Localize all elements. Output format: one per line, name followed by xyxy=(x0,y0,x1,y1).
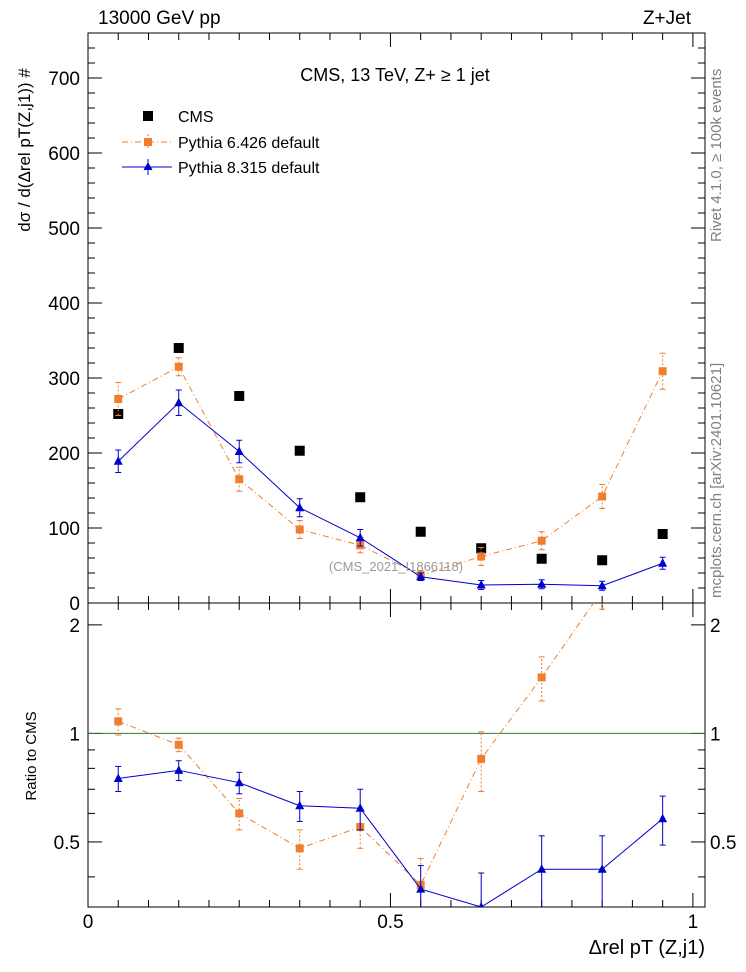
main-point-pythia-6-426-default xyxy=(658,367,667,376)
ratio-point-pythia-6-426-default xyxy=(174,740,183,749)
main-point-cms xyxy=(355,492,366,503)
main-line-pythia-6-426-default xyxy=(118,366,664,576)
main-point-pythia-8-315-default xyxy=(174,397,184,407)
legend-entry-pythia8: Pythia 8.315 default xyxy=(122,159,320,177)
ratio-point-pythia-8-315-default xyxy=(174,765,184,774)
ratio-point-pythia-6-426-default xyxy=(114,717,123,726)
ratio-point-pythia-8-315-default xyxy=(355,803,365,812)
ratio-line-pythia-6-426-default xyxy=(118,603,595,886)
main-point-pythia-8-315-default xyxy=(295,502,305,512)
main-y-tick-label: 200 xyxy=(48,444,80,465)
main-point-pythia-6-426-default xyxy=(598,492,607,501)
legend-label-pythia8: Pythia 8.315 default xyxy=(178,160,320,177)
x-tick-label: 0 xyxy=(83,912,94,933)
legend-entry-pythia6: Pythia 6.426 default xyxy=(122,134,320,152)
main-point-cms xyxy=(294,445,305,456)
main-y-tick-label: 600 xyxy=(48,144,80,165)
ratio-series xyxy=(113,540,668,907)
main-point-cms xyxy=(234,391,245,401)
ratio-point-pythia-8-315-default xyxy=(295,800,305,810)
ratio-point-pythia-8-315-default xyxy=(113,773,123,782)
x-tick-label: 1 xyxy=(688,912,699,933)
legend-entry-cms: CMS xyxy=(143,109,214,126)
chart-title: CMS, 13 TeV, Z+ ≥ 1 jet xyxy=(300,65,489,85)
main-point-cms xyxy=(536,553,547,564)
ratio-point-pythia-8-315-default xyxy=(537,864,547,873)
x-tick-label: 0.5 xyxy=(377,912,403,933)
ratio-point-pythia-6-426-default xyxy=(659,540,667,548)
ratio-point-pythia-8-315-default xyxy=(478,902,484,907)
main-point-cms xyxy=(415,526,426,537)
ratio-y-tick-label-right: 1 xyxy=(710,724,721,745)
main-y-tick-label: 300 xyxy=(48,369,80,390)
ratio-y-tick-label-right: 0.5 xyxy=(710,833,736,854)
ratio-point-pythia-8-315-default xyxy=(234,777,244,787)
main-series xyxy=(113,343,668,591)
process-label: Z+Jet xyxy=(642,8,691,29)
main-y-tick-label: 700 xyxy=(48,69,80,90)
ratio-point-pythia-8-315-default xyxy=(416,884,426,893)
main-axes: 0 100 200 300 400 500 600 700 xyxy=(48,33,705,615)
main-point-pythia-8-315-default xyxy=(537,579,547,588)
ratio-point-pythia-6-426-default xyxy=(295,844,304,853)
main-point-pythia-8-315-default xyxy=(234,446,244,455)
legend-marker-pythia8 xyxy=(143,162,153,170)
ratio-point-pythia-6-426-default xyxy=(477,754,486,763)
ratio-y-axis-label: Ratio to CMS xyxy=(23,711,40,800)
main-point-pythia-8-315-default xyxy=(597,580,607,590)
main-point-pythia-8-315-default xyxy=(355,532,365,542)
main-y-axis-label: dσ / d(Δrel pT(Z,j1)) # xyxy=(15,68,34,232)
main-y-tick-label: 100 xyxy=(48,519,80,540)
ratio-y-tick-label-right: 2 xyxy=(710,616,721,637)
ratio-plot-frame xyxy=(87,602,706,908)
legend-marker-pythia6 xyxy=(144,138,152,146)
legend-marker-cms xyxy=(143,111,153,121)
main-point-pythia-6-426-default xyxy=(537,536,546,545)
main-point-pythia-6-426-default xyxy=(114,395,123,403)
main-y-tick-label: 0 xyxy=(69,594,80,615)
ratio-line-pythia-8-315-default xyxy=(118,769,663,907)
ratio-point-pythia-6-426-default xyxy=(537,673,546,682)
ratio-y-tick-label: 1 xyxy=(69,724,80,745)
main-point-pythia-6-426-default xyxy=(295,525,304,534)
main-line-pythia-8-315-default xyxy=(117,402,663,587)
main-point-cms xyxy=(173,343,184,353)
rivet-label: Rivet 4.1.0, ≥ 100k events xyxy=(708,68,725,242)
ratio-point-pythia-8-315-default xyxy=(658,813,668,823)
main-point-pythia-8-315-default xyxy=(476,580,486,589)
ratio-axes: 0.5 0.5 1 1 2 2 0 0.5 1 xyxy=(54,603,736,933)
ratio-y-tick-label: 0.5 xyxy=(54,833,80,854)
main-point-cms xyxy=(657,529,668,539)
main-y-tick-label: 500 xyxy=(48,219,80,240)
legend: CMS Pythia 6.426 default Pythia 8.315 de… xyxy=(122,109,320,177)
main-point-pythia-8-315-default xyxy=(658,558,668,567)
main-y-tick-label: 400 xyxy=(48,294,80,315)
main-point-pythia-6-426-default xyxy=(477,552,486,561)
ratio-y-tick-label: 2 xyxy=(69,616,80,637)
ratio-point-pythia-6-426-default xyxy=(235,809,244,818)
main-point-pythia-8-315-default xyxy=(416,571,426,581)
main-point-pythia-8-315-default xyxy=(113,456,123,465)
ratio-point-pythia-8-315-default xyxy=(597,864,607,873)
main-point-pythia-6-426-default xyxy=(235,475,244,484)
legend-label-cms: CMS xyxy=(178,109,214,126)
beam-label: 13000 GeV pp xyxy=(98,8,221,29)
mcplots-label: mcplots.cern.ch [arXiv:2401.10621] xyxy=(708,362,725,598)
analysis-watermark: (CMS_2021_I1866118) xyxy=(329,559,463,574)
legend-label-pythia6: Pythia 6.426 default xyxy=(178,135,320,152)
x-axis-label: Δrel pT (Z,j1) xyxy=(589,937,705,959)
main-point-pythia-6-426-default xyxy=(174,362,183,371)
main-point-cms xyxy=(597,555,608,566)
